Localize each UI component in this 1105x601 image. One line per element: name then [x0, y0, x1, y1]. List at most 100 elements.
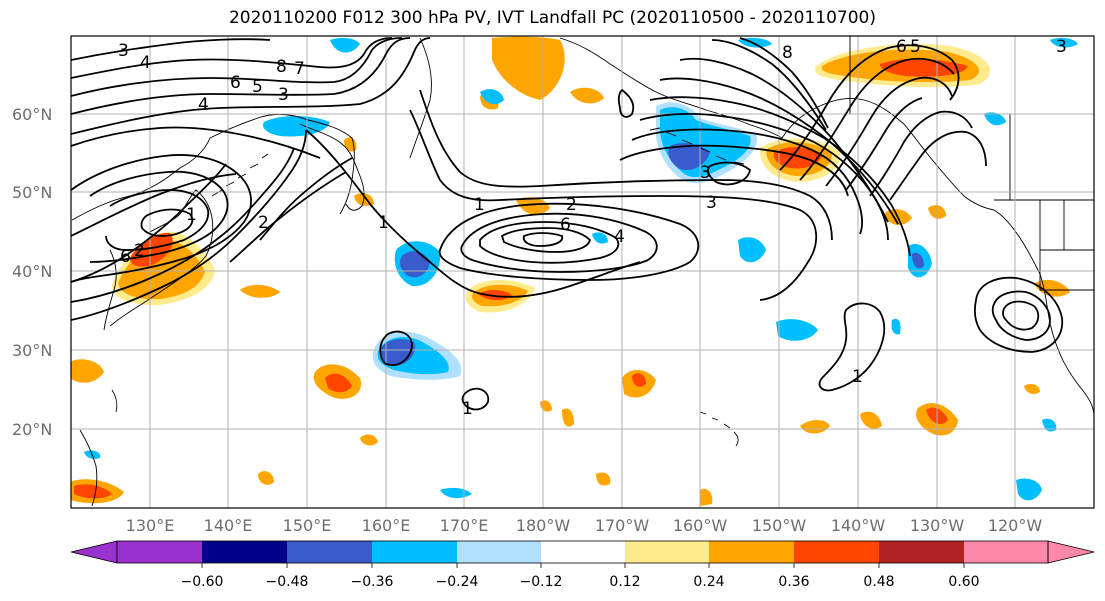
colorbar-frame [116, 540, 1049, 564]
colorbar-segment [879, 541, 964, 563]
longitude-labels: 130°E 140°E 150°E 160°E 170°E 180°W 170°… [126, 516, 1043, 535]
lon-label-140e: 140°E [204, 516, 253, 535]
negative-anomaly [480, 89, 504, 105]
lon-label-120w: 120°W [988, 516, 1043, 535]
colorbar-tick-label: 0.36 [778, 574, 809, 590]
contour-label: 1 [474, 195, 485, 215]
lon-label-150w: 150°W [752, 516, 807, 535]
colorbar-segment [709, 541, 794, 563]
lon-label-160w: 160°W [673, 516, 728, 535]
colorbar-tick-label: −0.24 [436, 574, 479, 590]
coastline-bering [409, 37, 432, 159]
pv-contour [305, 129, 641, 298]
colorbar-tick-label: −0.48 [266, 574, 309, 590]
colorbar-tick-label: 0.48 [863, 574, 894, 590]
pv-contour [818, 302, 886, 392]
contour-label: 6 [120, 247, 131, 267]
contour-label: 3 [118, 41, 129, 61]
pv-contour [259, 157, 353, 241]
lon-label-140w: 140°W [831, 516, 886, 535]
pv-contour [707, 161, 751, 186]
contour-label: 1 [378, 213, 389, 233]
colorbar-tick-label: 0.24 [693, 574, 724, 590]
negative-anomaly [330, 37, 360, 53]
coastline-asia [71, 113, 355, 221]
contour-label: 5 [252, 77, 263, 97]
colorbar-segment [287, 541, 372, 563]
coastline-hawaii [699, 411, 739, 447]
coastline-kamchatka [299, 123, 365, 211]
colorbar-tick-label: 0.60 [948, 574, 979, 590]
colorbar-segment [372, 541, 457, 563]
negative-anomaly [738, 237, 766, 263]
lat-label-50n: 50°N [12, 183, 52, 202]
pv-contour [619, 144, 849, 197]
positive-anomaly [130, 232, 173, 267]
pv-contour [522, 232, 564, 247]
colorbar-segment [541, 541, 625, 563]
contour-label: 4 [198, 95, 209, 115]
colorbar-segment [457, 541, 541, 563]
pv-contour [419, 89, 833, 241]
negative-anomaly [1042, 418, 1057, 432]
lon-label-160e: 160°E [362, 516, 411, 535]
positive-anomaly [240, 284, 280, 298]
pv-contour [71, 37, 403, 97]
pv-contour [71, 147, 295, 303]
pv-contour [71, 129, 307, 321]
pv-contour [379, 330, 413, 366]
contour-label: 4 [140, 53, 151, 73]
contour-label: 6 [560, 215, 571, 235]
contour-label: 3 [706, 193, 717, 213]
state-lines [1039, 200, 1094, 291]
pv-contour [799, 57, 955, 181]
positive-anomaly [562, 408, 574, 427]
coastline-aleutians [649, 127, 745, 165]
colorbar-extend-max [1047, 540, 1095, 564]
colorbar-segment [625, 541, 709, 563]
pv-contour [825, 76, 953, 187]
contour-label: 3 [1056, 37, 1067, 57]
coastline-taiwan [111, 389, 118, 413]
pv-contour [779, 44, 960, 171]
contour-label: 1 [186, 205, 197, 225]
coastline-japan [109, 189, 214, 327]
positive-anomaly [860, 411, 882, 429]
colorbar-segment [794, 541, 879, 563]
positive-anomaly [516, 197, 550, 215]
colorbar-tick-label: 0.12 [609, 574, 640, 590]
pv-contour [105, 189, 210, 251]
pv-contour [991, 290, 1051, 341]
positive-anomaly [258, 471, 274, 485]
contour-label: 8 [276, 57, 287, 77]
lon-label-180w: 180°W [516, 516, 571, 535]
map-frame [70, 35, 1095, 509]
contour-label: 6 [896, 37, 907, 57]
positive-anomaly [360, 434, 378, 446]
pv-contour [71, 37, 431, 135]
contour-label: 8 [782, 43, 793, 63]
pv-contour [711, 39, 827, 131]
negative-anomaly [1016, 478, 1042, 501]
negative-anomaly [912, 252, 924, 269]
chart-title: 2020110200 F012 300 hPa PV, IVT Landfall… [228, 8, 876, 28]
coastline-philippines [79, 429, 98, 507]
colorbar-segment [964, 541, 1048, 563]
pv-contour [229, 171, 347, 263]
pv-contour [1002, 300, 1040, 331]
pv-contour [679, 57, 889, 223]
pv-contour [71, 154, 252, 283]
lat-label-30n: 30°N [12, 341, 52, 360]
pv-contour [973, 276, 1064, 353]
pv-contour [71, 37, 411, 115]
colorbar-tick-marks [201, 563, 965, 568]
lat-label-20n: 20°N [12, 420, 52, 439]
contour-label: 3 [700, 163, 711, 183]
pv-contour [479, 221, 620, 264]
colorbar-segment [202, 541, 287, 563]
pv-contour [409, 109, 818, 301]
colorbar-tick-label: −0.12 [520, 574, 563, 590]
positive-anomaly [492, 36, 565, 100]
pv-contours [71, 37, 1064, 411]
